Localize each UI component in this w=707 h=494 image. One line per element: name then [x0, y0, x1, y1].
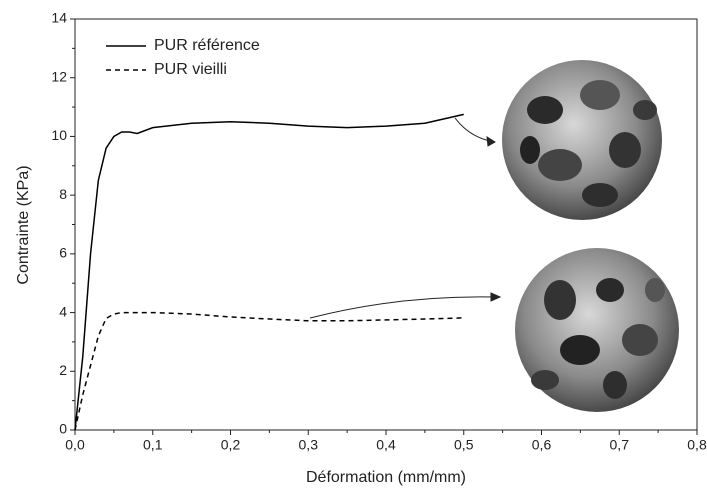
sem-image-bottom: [515, 248, 679, 412]
sem-image-top: [502, 60, 662, 220]
arrows: [309, 117, 502, 319]
x-tick-label: 0,4: [376, 437, 396, 453]
legend-label: PUR référence: [154, 37, 260, 54]
y-tick-label: 4: [59, 303, 67, 319]
x-tick-label: 0,8: [687, 437, 707, 453]
x-axis-title: Déformation (mm/mm): [306, 469, 466, 486]
data-line: [74, 113, 464, 431]
x-tick-label: 0,7: [610, 437, 630, 453]
y-axis-title: Contrainte (KPa): [15, 165, 32, 284]
x-tick-label: 0,1: [143, 437, 163, 453]
y-tick-label: 14: [51, 10, 67, 26]
y-tick-label: 8: [59, 186, 67, 202]
y-tick-label: 12: [51, 68, 67, 84]
x-tick-label: 0,6: [532, 437, 552, 453]
x-tick-label: 0,2: [221, 437, 241, 453]
data-line: [74, 311, 464, 431]
y-tick-label: 6: [59, 245, 67, 261]
y-tick-label: 10: [51, 127, 67, 143]
y-tick-label: 2: [59, 362, 67, 378]
x-tick-label: 0,5: [454, 437, 474, 453]
legend-label: PUR vieilli: [154, 61, 227, 78]
y-tick-label: 0: [59, 421, 67, 437]
x-tick-label: 0,3: [299, 437, 319, 453]
x-tick-label: 0,0: [65, 437, 85, 453]
